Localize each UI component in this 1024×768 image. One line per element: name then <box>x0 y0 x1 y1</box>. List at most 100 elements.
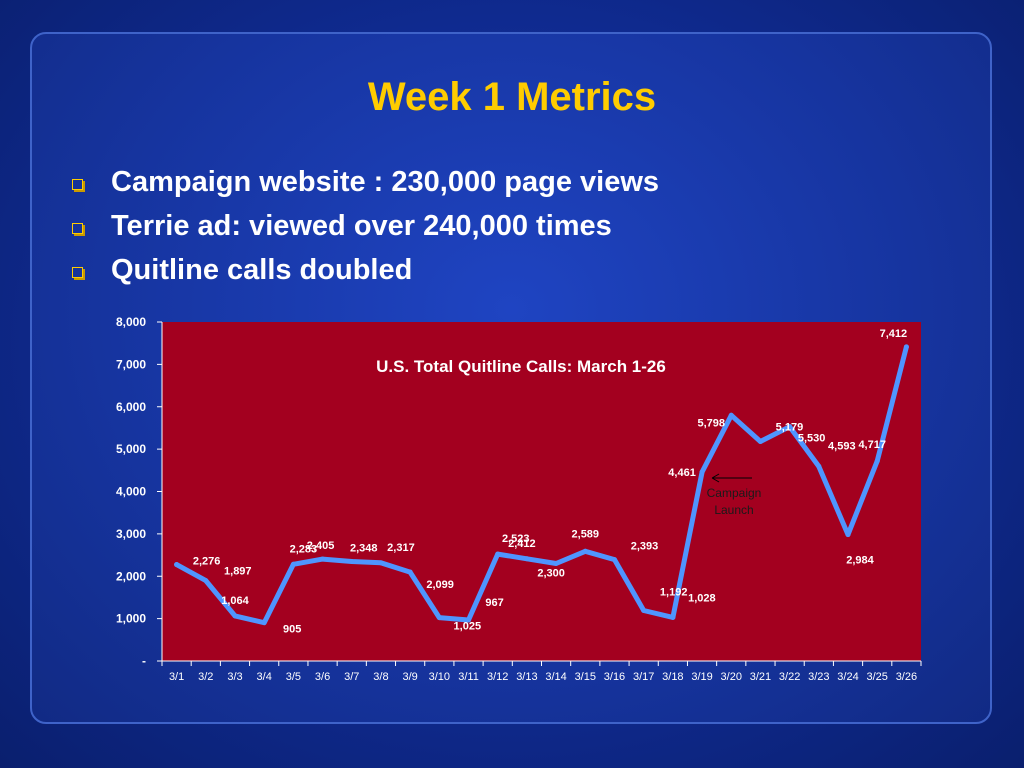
data-point <box>320 556 326 562</box>
slide-title: Week 1 Metrics <box>367 75 657 119</box>
data-point <box>845 532 851 538</box>
square-bullet-icon <box>72 222 83 234</box>
y-tick-label: 3,000 <box>116 527 146 541</box>
data-label: 2,393 <box>631 541 659 553</box>
data-point <box>582 548 588 554</box>
y-tick-label: 7,000 <box>116 357 146 371</box>
bullet-item: Quitline calls doubled <box>70 248 659 292</box>
y-tick-label: 8,000 <box>116 315 146 329</box>
plot-area <box>162 322 921 661</box>
data-point <box>874 458 880 464</box>
data-label: 2,276 <box>193 556 221 568</box>
data-point <box>728 412 734 418</box>
data-point <box>407 569 413 575</box>
bullet-item: Campaign website : 230,000 page views <box>70 160 659 204</box>
annotation-label: Campaign <box>707 486 762 500</box>
data-label: 2,283 <box>290 543 318 555</box>
x-tick-label: 3/24 <box>837 671 858 683</box>
x-tick-label: 3/25 <box>867 671 888 683</box>
x-tick-label: 3/17 <box>633 671 654 683</box>
data-label: 4,717 <box>858 439 886 451</box>
data-point <box>378 560 384 566</box>
x-tick-label: 3/2 <box>198 671 213 683</box>
x-tick-label: 3/16 <box>604 671 625 683</box>
data-point <box>611 557 617 563</box>
data-label: 1,897 <box>224 566 252 578</box>
data-point <box>261 620 267 626</box>
data-point <box>466 617 472 623</box>
x-tick-label: 3/9 <box>402 671 417 683</box>
x-tick-label: 3/6 <box>315 671 330 683</box>
data-label: 2,412 <box>508 538 536 550</box>
y-tick-label: 2,000 <box>116 569 146 583</box>
data-label: 7,412 <box>880 328 908 340</box>
data-label: 5,530 <box>798 433 826 445</box>
data-label: 4,593 <box>828 440 856 452</box>
x-tick-label: 3/12 <box>487 671 508 683</box>
x-tick-label: 3/20 <box>721 671 742 683</box>
data-label: 905 <box>283 624 301 636</box>
data-point <box>436 615 442 621</box>
data-point <box>495 551 501 557</box>
x-tick-label: 3/15 <box>575 671 596 683</box>
y-tick-label: 6,000 <box>116 400 146 414</box>
data-label: 1,064 <box>221 595 249 607</box>
data-point <box>787 424 793 430</box>
data-point <box>349 559 355 565</box>
x-tick-label: 3/22 <box>779 671 800 683</box>
data-label: 1,025 <box>454 621 482 633</box>
data-label: 2,984 <box>846 555 874 567</box>
data-point <box>232 613 238 619</box>
data-label: 5,179 <box>776 422 804 434</box>
x-tick-label: 3/8 <box>373 671 388 683</box>
data-label: 2,589 <box>572 528 600 540</box>
x-tick-label: 3/21 <box>750 671 771 683</box>
bullet-item: Terrie ad: viewed over 240,000 times <box>70 204 659 248</box>
x-tick-label: 3/1 <box>169 671 184 683</box>
data-point <box>670 614 676 620</box>
data-label: 4,461 <box>668 467 696 479</box>
x-tick-label: 3/5 <box>286 671 301 683</box>
data-label: 2,300 <box>537 568 565 580</box>
bullet-list: Campaign website : 230,000 page views Te… <box>70 160 659 292</box>
x-tick-label: 3/14 <box>545 671 566 683</box>
data-label: 967 <box>485 597 503 609</box>
data-label: 2,405 <box>307 540 335 552</box>
data-point <box>699 469 705 475</box>
x-tick-label: 3/11 <box>458 671 479 683</box>
data-label: 5,798 <box>697 417 725 429</box>
y-tick-label: 1,000 <box>116 612 146 626</box>
x-tick-label: 3/7 <box>344 671 359 683</box>
square-bullet-icon <box>72 178 83 190</box>
series-line <box>174 344 909 626</box>
data-point <box>524 556 530 562</box>
chart-title: U.S. Total Quitline Calls: March 1-26 <box>376 357 666 376</box>
annotation-arrowhead <box>711 473 720 483</box>
x-tick-label: 3/4 <box>257 671 272 683</box>
x-tick-label: 3/13 <box>516 671 537 683</box>
x-tick-label: 3/19 <box>691 671 712 683</box>
x-tick-label: 3/3 <box>227 671 242 683</box>
square-bullet-icon <box>72 266 83 278</box>
data-point <box>203 578 209 584</box>
data-label: 2,317 <box>387 542 415 554</box>
x-tick-label: 3/18 <box>662 671 683 683</box>
x-tick-label: 3/23 <box>808 671 829 683</box>
x-tick-label: 3/26 <box>896 671 917 683</box>
data-point <box>903 344 909 350</box>
data-label: 2,348 <box>350 543 378 555</box>
data-label: 1,028 <box>688 592 716 604</box>
data-point <box>174 562 180 568</box>
data-point <box>757 439 763 445</box>
data-point <box>553 561 559 567</box>
data-point <box>816 463 822 469</box>
y-tick-label: - <box>142 654 146 668</box>
y-tick-label: 4,000 <box>116 485 146 499</box>
annotation-label: Launch <box>714 503 753 517</box>
bullet-text: Campaign website : 230,000 page views <box>111 165 660 198</box>
y-tick-label: 5,000 <box>116 442 146 456</box>
bullet-text: Quitline calls doubled <box>111 253 413 286</box>
data-point <box>641 607 647 613</box>
data-label: 1,192 <box>660 586 688 598</box>
